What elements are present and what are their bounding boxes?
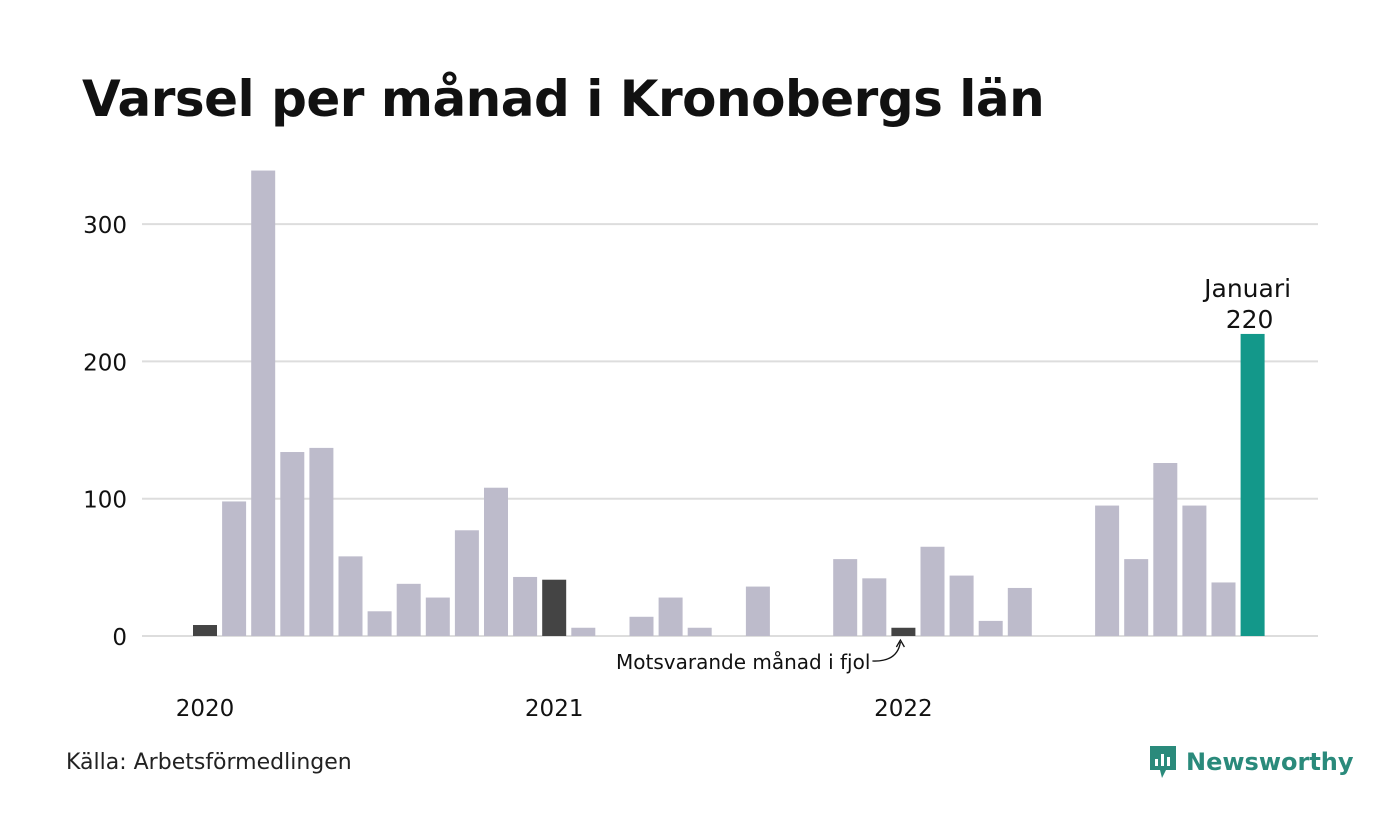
bar: [367, 611, 392, 636]
bar: [484, 487, 508, 636]
bar: [687, 627, 712, 636]
bar: [454, 530, 479, 636]
x-year-label: 2020: [176, 696, 235, 722]
bar: [629, 616, 654, 636]
bar: [745, 586, 770, 636]
bar-same-month-previous-year: [891, 627, 916, 636]
x-year-label: 2021: [525, 696, 584, 722]
y-tick-label: 200: [83, 350, 127, 376]
annotation-text: Motsvarande månad i fjol: [616, 650, 870, 674]
y-tick-label: 100: [83, 488, 127, 514]
bar: [978, 620, 1003, 636]
bar: [396, 583, 421, 636]
bar: [1153, 463, 1178, 636]
bar: [425, 597, 450, 636]
bar: [1124, 559, 1149, 636]
bar: [1211, 582, 1236, 636]
newsworthy-logo: Newsworthy: [1148, 744, 1354, 780]
bar-same-month-previous-year: [542, 579, 567, 636]
bar-same-month-previous-year: [193, 625, 217, 636]
current-month-label: Januari: [1202, 274, 1291, 303]
y-tick-label: 0: [112, 625, 127, 651]
annotation-arrowhead: [895, 638, 905, 648]
bar: [920, 546, 945, 636]
bar: [1095, 505, 1120, 636]
bar: [251, 170, 276, 637]
bar: [222, 501, 247, 636]
current-value-label: 220: [1226, 305, 1274, 334]
bar-current-month: [1240, 333, 1265, 636]
bar: [1007, 587, 1032, 636]
logo-text: Newsworthy: [1186, 748, 1354, 776]
bar: [658, 597, 683, 636]
source-note: Källa: Arbetsförmedlingen: [66, 750, 352, 775]
y-tick-label: 300: [83, 213, 127, 239]
bar: [949, 575, 974, 636]
bar: [338, 556, 363, 636]
bar: [862, 578, 887, 636]
newsworthy-logo-icon: [1150, 746, 1176, 778]
bar: [833, 559, 858, 636]
bar: [571, 627, 596, 636]
bar: [1182, 505, 1207, 636]
bar: [513, 576, 538, 636]
bar: [309, 447, 334, 636]
bar: [280, 452, 305, 636]
chart-title: Varsel per månad i Kronobergs län: [82, 70, 1045, 128]
annotation-arrow: [872, 641, 902, 662]
x-year-label: 2022: [874, 696, 933, 722]
